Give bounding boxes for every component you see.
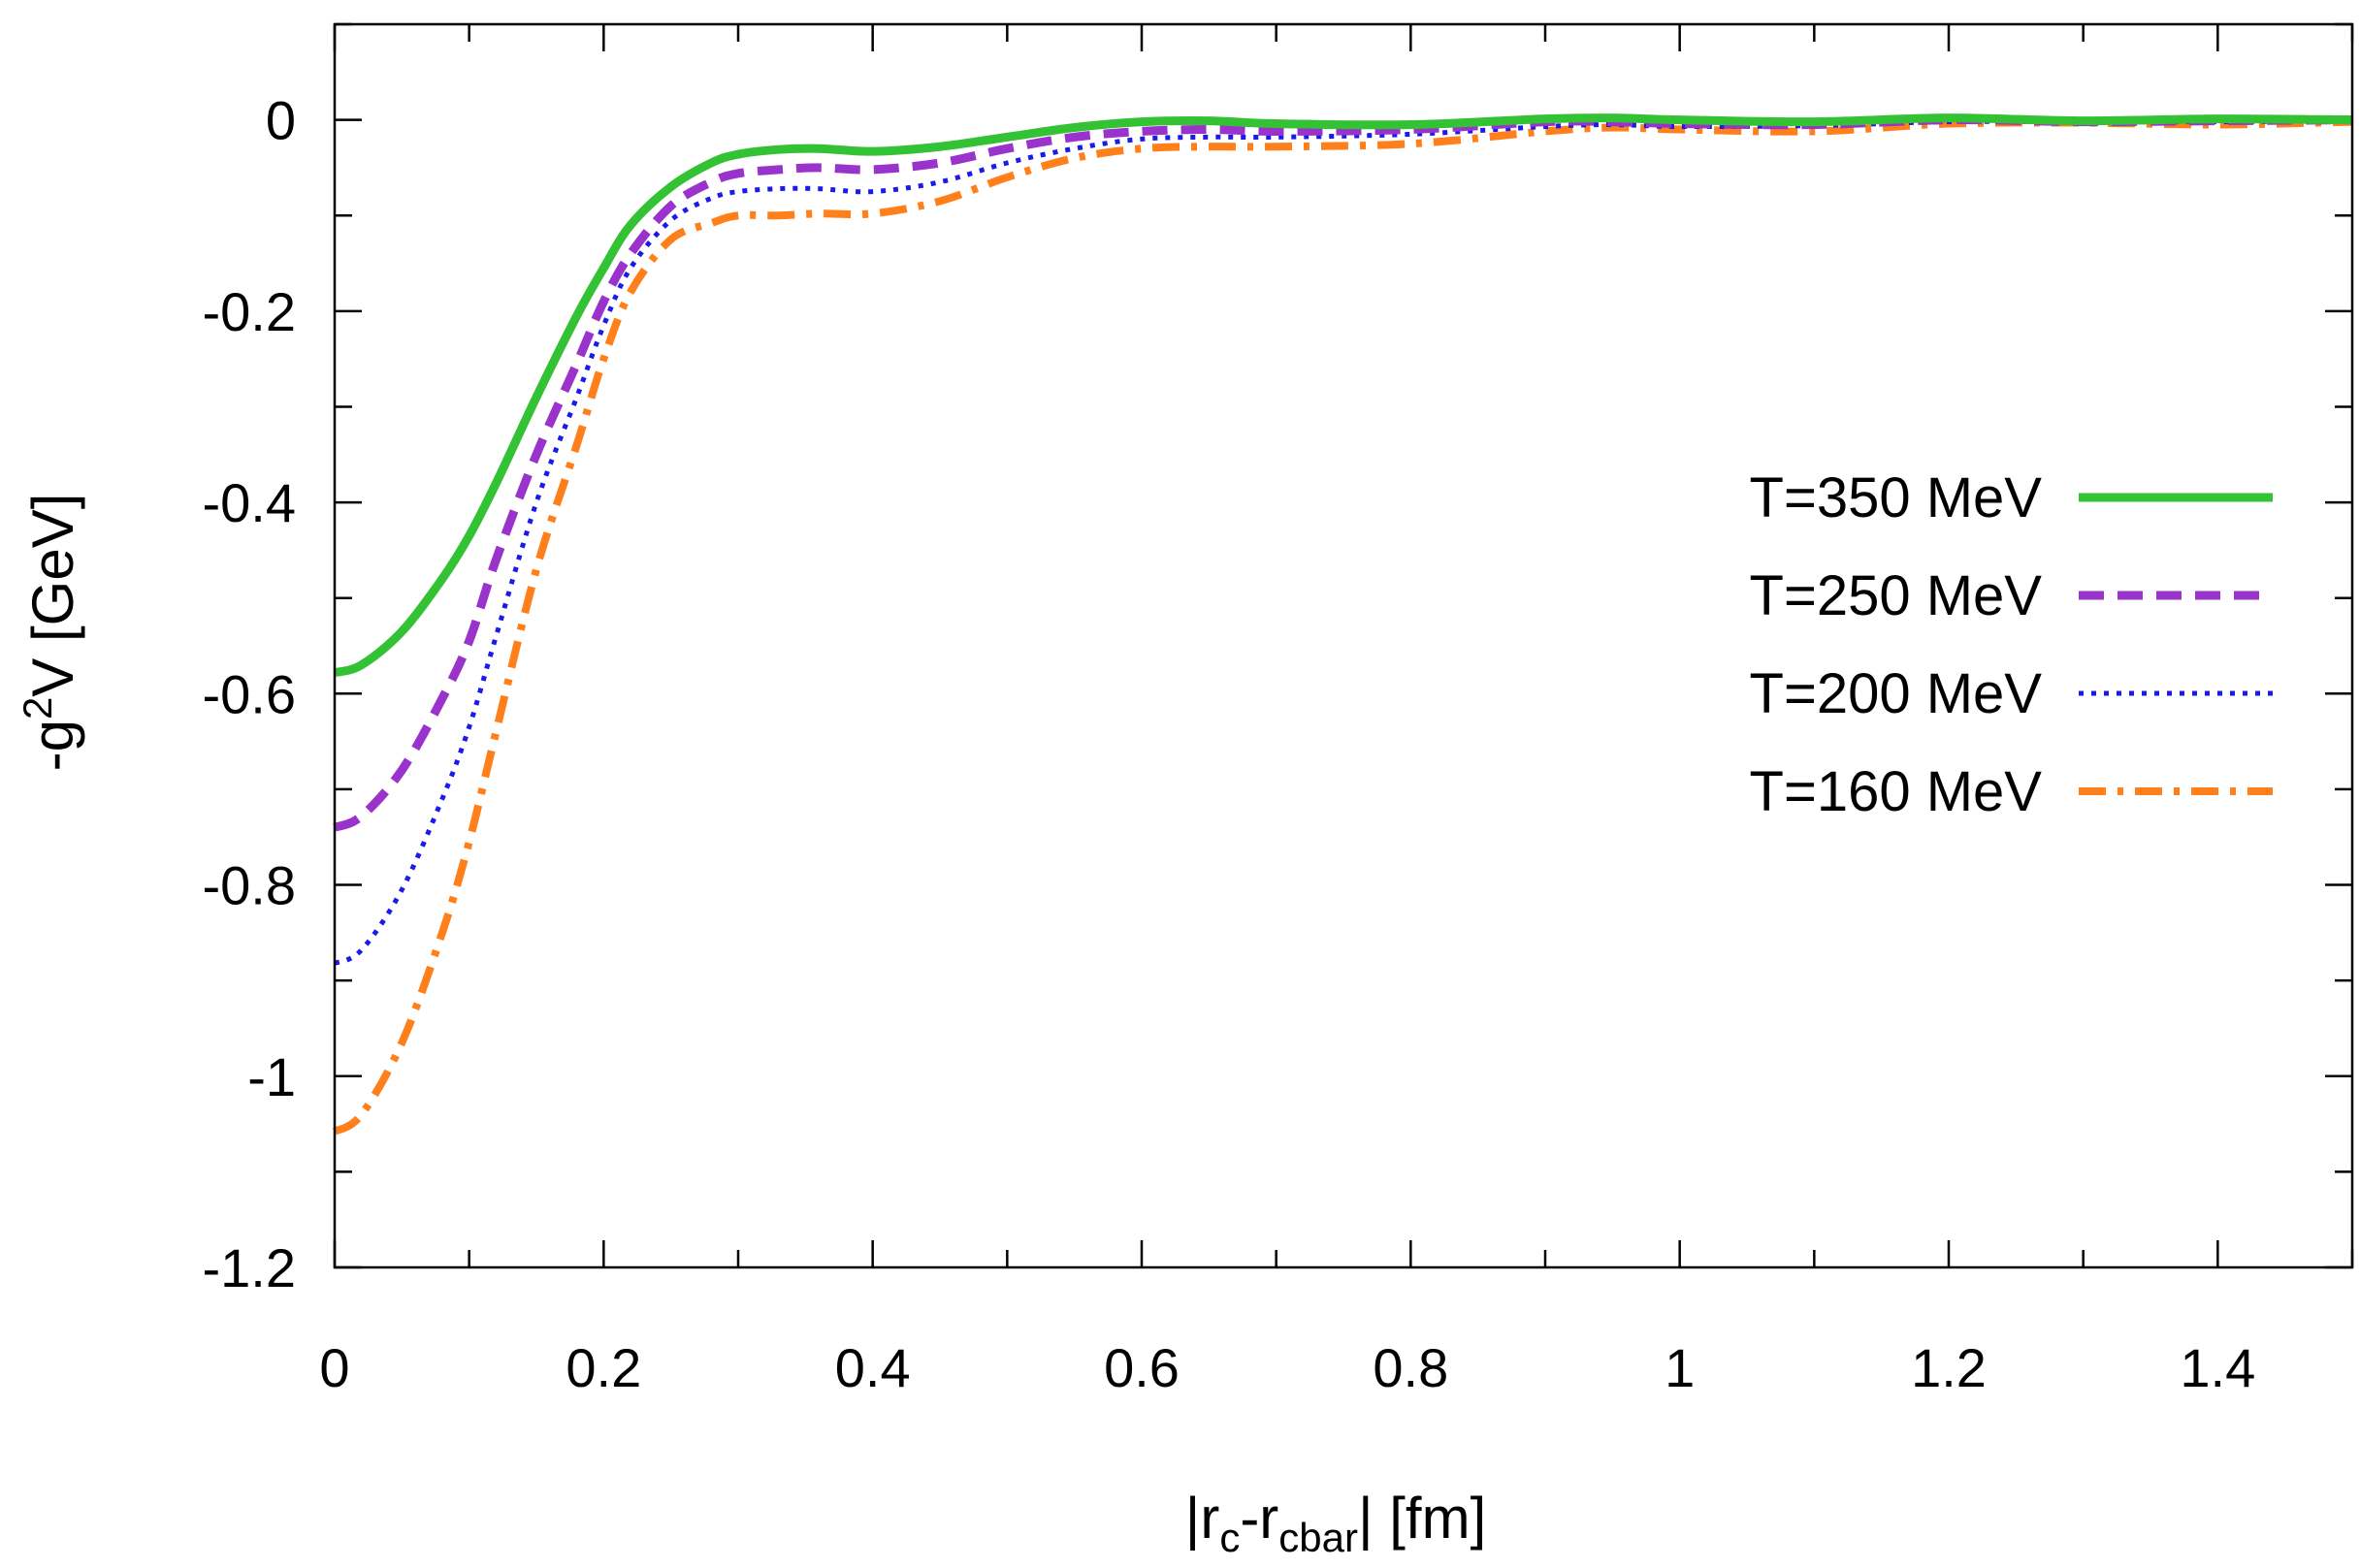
legend-label: T=160 MeV	[1750, 760, 2043, 823]
x-tick-label: 0.4	[835, 1337, 911, 1398]
y-tick-label: -1.2	[203, 1237, 297, 1298]
y-axis-label-prefix: -g	[20, 720, 85, 771]
y-axis-label-suffix: V [GeV]	[20, 494, 85, 697]
legend: T=350 MeV T=250 MeV T=200 MeV T=160 MeV	[1750, 466, 2273, 823]
x-axis-label-sub1: c	[1219, 1515, 1240, 1560]
plot-frame	[333, 22, 2354, 1269]
x-axis-label-sub2: cbar	[1278, 1515, 1358, 1560]
y-tick-label: -0.4	[203, 472, 297, 533]
legend-label: T=250 MeV	[1750, 564, 2043, 627]
series-line-t-200-mev	[333, 118, 2353, 966]
x-tick-label: 1.4	[2180, 1337, 2255, 1398]
y-axis-label-sup: 2	[15, 697, 60, 720]
x-tick-label: 0.6	[1104, 1337, 1180, 1398]
x-tick-label: 0.2	[566, 1337, 641, 1398]
y-axis-label: -g2V [GeV]	[15, 494, 85, 772]
series-group	[332, 113, 2353, 1136]
x-tick-label: 1	[1665, 1337, 1695, 1398]
x-axis-label-prefix: |r	[1185, 1486, 1220, 1551]
legend-label: T=200 MeV	[1750, 662, 2043, 725]
y-tick-label: -1	[247, 1046, 296, 1107]
series-line-t-160-mev	[332, 117, 2353, 1136]
x-axis-label: |rc-rcbar| [fm]	[1185, 1486, 1487, 1560]
series-line-t-350-mev	[333, 113, 2353, 678]
tick-labels: 0 0.2 0.4 0.6 0.8 1 1.2 1.4 0 -0.2 -0.4 -0.6 -0.8 -1 -…	[203, 90, 2256, 1398]
x-tick-label: 1.2	[1911, 1337, 1987, 1398]
y-tick-label: -0.6	[203, 663, 297, 724]
y-tick-label: -0.2	[203, 281, 297, 342]
y-tick-label: 0	[266, 90, 296, 151]
legend-label: T=350 MeV	[1750, 466, 2043, 529]
x-axis-label-mid: -r	[1240, 1486, 1278, 1551]
x-axis-label-suffix: | [fm]	[1358, 1486, 1486, 1551]
x-tick-label: 0.8	[1373, 1337, 1448, 1398]
y-tick-label: -0.8	[203, 855, 297, 916]
x-tick-label: 0	[319, 1337, 349, 1398]
